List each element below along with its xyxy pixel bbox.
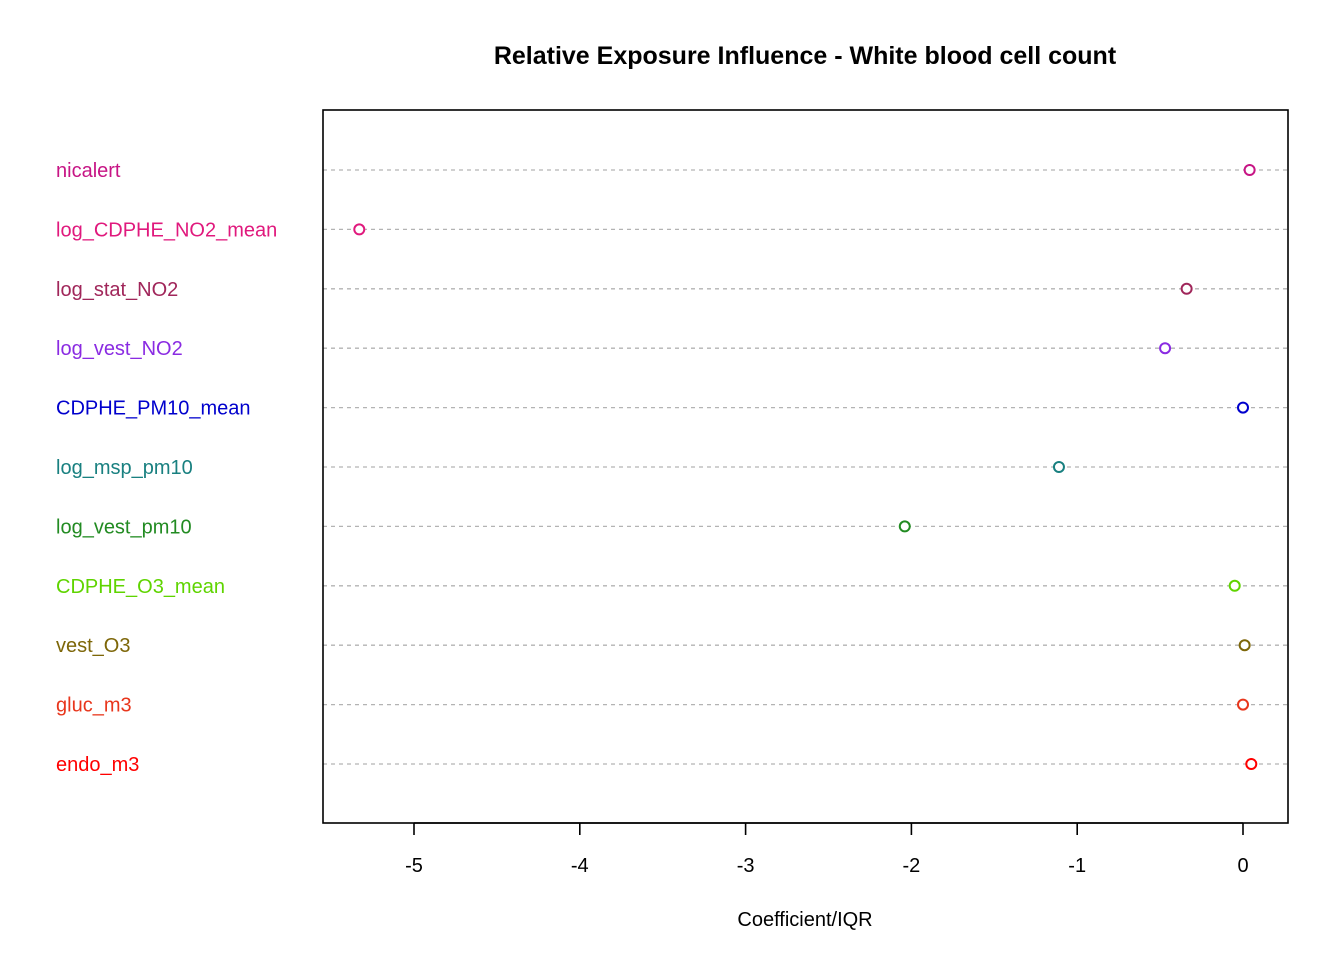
chart-title: Relative Exposure Influence - White bloo… [494, 42, 1117, 70]
x-axis-label: Coefficient/IQR [737, 909, 872, 931]
category-label: nicalert [56, 160, 121, 182]
x-tick-label: -3 [737, 855, 755, 877]
data-point [898, 520, 911, 533]
x-axis: -5 -4 -3 -2 -1 0 [405, 822, 1249, 877]
x-tick-label: -2 [903, 855, 921, 877]
category-label: endo_m3 [56, 754, 139, 776]
data-point [353, 223, 366, 236]
category-label: log_vest_pm10 [56, 516, 192, 538]
x-tick-label: -1 [1068, 855, 1086, 877]
data-point [1238, 639, 1251, 652]
data-point [1237, 698, 1249, 711]
category-label: vest_O3 [56, 635, 130, 657]
data-point [1180, 282, 1193, 295]
data-point [1245, 758, 1258, 770]
data-point [1243, 164, 1256, 176]
x-tick-label: -5 [405, 855, 423, 877]
data-point [1159, 342, 1172, 355]
data-point [1237, 401, 1249, 414]
x-tick-label: -4 [571, 855, 589, 877]
category-label: log_stat_NO2 [56, 279, 178, 301]
category-labels: nicalert log_CDPHE_NO2_mean log_stat_NO2lo… [56, 160, 277, 776]
category-label: log_vest_NO2 [56, 338, 183, 360]
data-point [1052, 461, 1065, 473]
data-points [353, 164, 1258, 770]
x-tick-label: 0 [1237, 855, 1248, 877]
category-label: CDPHE_O3_mean [56, 576, 225, 598]
data-point [1228, 579, 1241, 592]
category-label: gluc_m3 [56, 695, 132, 717]
category-label: CDPHE_PM10_mean [56, 398, 251, 420]
gridlines [323, 169, 1288, 765]
category-label: log_msp_pm10 [56, 457, 193, 479]
category-label: log_CDPHE_NO2_mean [56, 219, 277, 241]
